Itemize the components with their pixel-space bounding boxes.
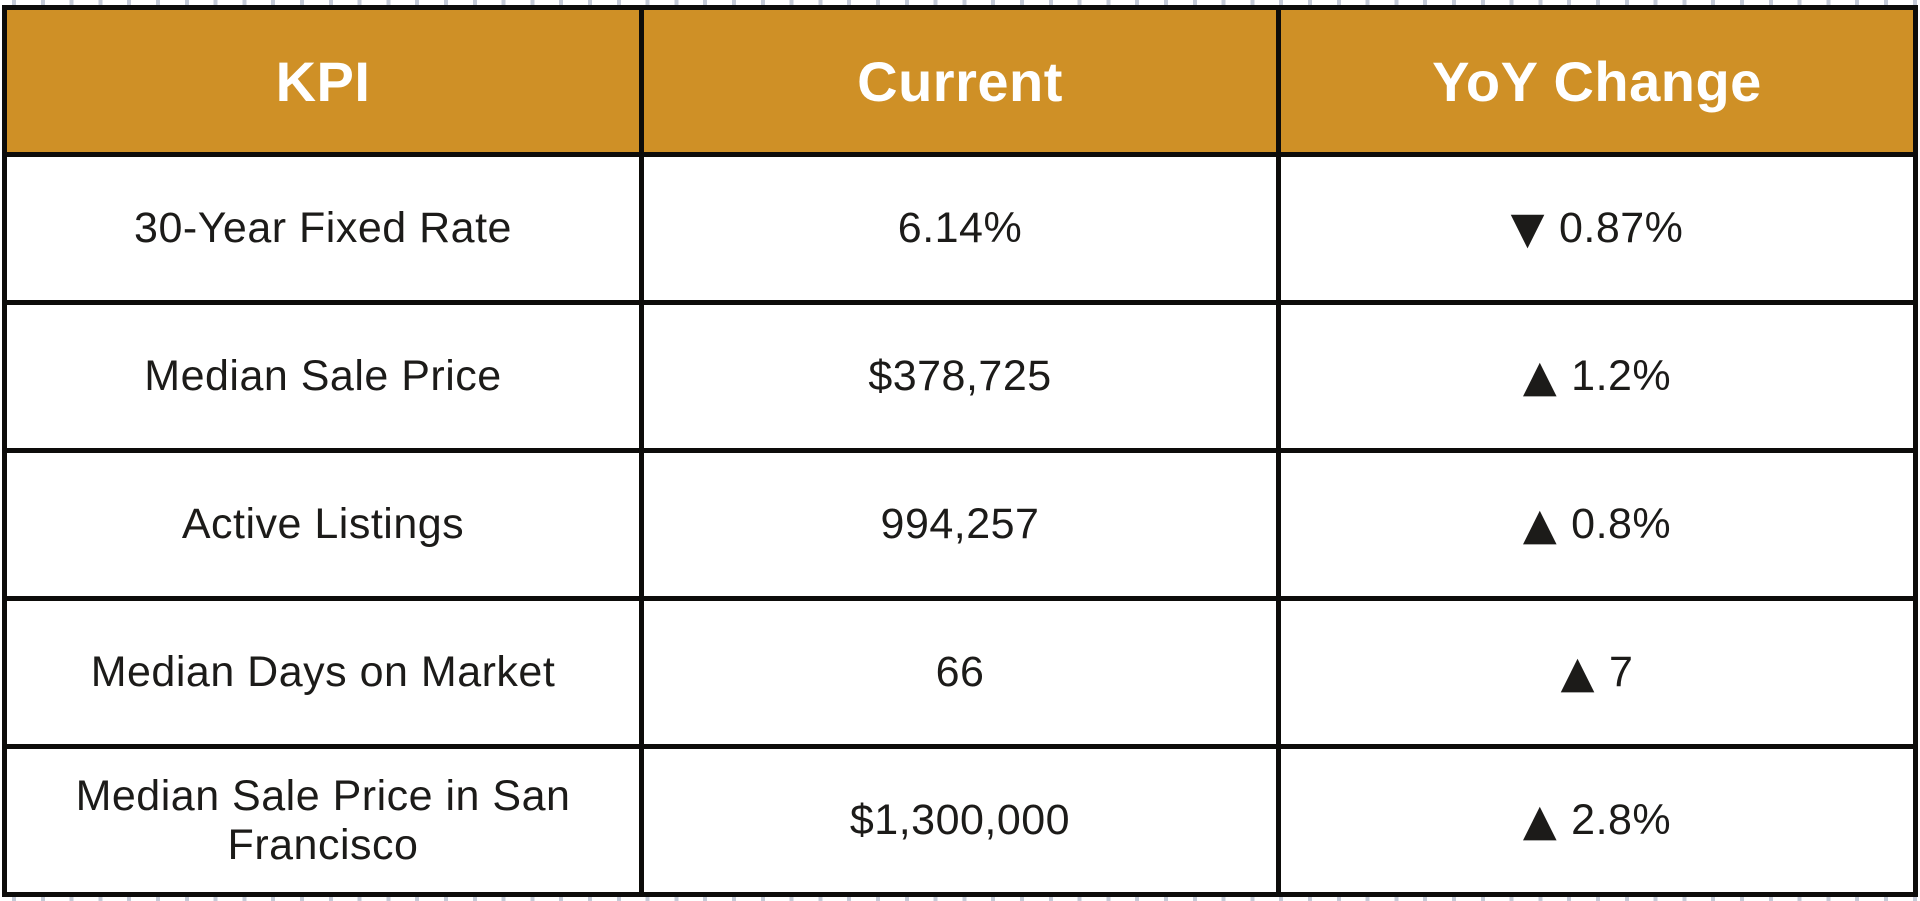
yoy-change-cell: ▲ 7 <box>1281 601 1913 744</box>
column-header-yoy-change: YoY Change <box>1281 10 1913 152</box>
yoy-value: 0.87% <box>1558 204 1684 252</box>
yoy-value: 1.2% <box>1571 352 1672 400</box>
kpi-name-cell: Median Sale Price <box>7 305 639 448</box>
current-value-cell: 994,257 <box>644 453 1276 596</box>
kpi-table: KPI Current YoY Change 30-Year Fixed Rat… <box>2 5 1918 897</box>
kpi-name-cell: 30-Year Fixed Rate <box>7 157 639 300</box>
yoy-change-cell: ▲ 2.8% <box>1281 749 1913 892</box>
yoy-change-cell: ▲ 0.8% <box>1281 453 1913 596</box>
current-value-cell: 66 <box>644 601 1276 744</box>
kpi-name-cell: Active Listings <box>7 453 639 596</box>
trend-down-icon: ▼ <box>1510 202 1545 254</box>
kpi-name-cell: Median Sale Price in San Francisco <box>7 749 639 892</box>
trend-up-icon: ▲ <box>1522 498 1558 550</box>
current-value-cell: $1,300,000 <box>644 749 1276 892</box>
yoy-value: 2.8% <box>1571 796 1672 844</box>
yoy-value: 0.8% <box>1571 500 1672 548</box>
ruler-tick-strip-bottom <box>0 897 1920 901</box>
current-value-cell: 6.14% <box>644 157 1276 300</box>
ruler-tick-strip-top <box>0 0 1920 5</box>
trend-up-icon: ▲ <box>1560 646 1595 698</box>
kpi-name-cell: Median Days on Market <box>7 601 639 744</box>
yoy-change-cell: ▼ 0.87% <box>1281 157 1913 300</box>
yoy-value: 7 <box>1608 648 1634 696</box>
current-value-cell: $378,725 <box>644 305 1276 448</box>
trend-up-icon: ▲ <box>1522 794 1558 846</box>
trend-up-icon: ▲ <box>1522 350 1558 402</box>
column-header-kpi: KPI <box>7 10 639 152</box>
column-header-current: Current <box>644 10 1276 152</box>
yoy-change-cell: ▲ 1.2% <box>1281 305 1913 448</box>
